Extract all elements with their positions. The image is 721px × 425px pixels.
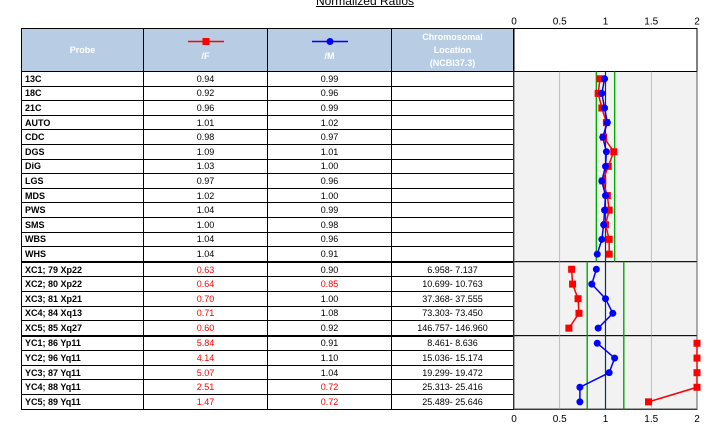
m-data-point bbox=[601, 75, 609, 83]
table-row: 13C 0.94 0.99 bbox=[21, 71, 514, 87]
x-tick-label-top: 2 bbox=[694, 17, 700, 28]
m-data-point bbox=[611, 354, 619, 362]
f-data-point bbox=[596, 75, 604, 83]
f-data-point bbox=[693, 383, 701, 391]
table-row: WBS 1.04 0.96 bbox=[21, 231, 514, 248]
location-cell: 8.461- 8.636 bbox=[391, 334, 514, 352]
f-data-point bbox=[574, 295, 582, 303]
m-data-point bbox=[602, 148, 610, 156]
f-data-point bbox=[565, 324, 573, 332]
m-data-point bbox=[576, 383, 584, 391]
table-body: 13C 0.94 0.99 18C 0.92 0.96 21C 0.96 0.99 AUTO 1.0… bbox=[21, 71, 514, 410]
table-row: XC5; 85 Xq27 0.60 0.92 146.757- 146.960 bbox=[21, 320, 514, 337]
f-ratio-cell: 0.63 bbox=[143, 260, 268, 278]
x-tick-label-bottom: 1.5 bbox=[644, 414, 658, 425]
probe-column-header: Probe bbox=[21, 28, 144, 72]
table-row: PWS 1.04 0.99 bbox=[21, 202, 514, 218]
x-tick-label-bottom: 2 bbox=[694, 414, 700, 425]
f-data-point bbox=[645, 398, 653, 406]
table-row: LGS 0.97 0.96 bbox=[21, 173, 514, 189]
m-data-point bbox=[609, 309, 617, 317]
f-series-legend-icon bbox=[187, 38, 224, 45]
location-cell: 146.757- 146.960 bbox=[391, 320, 514, 337]
x-tick-label-top: 0 bbox=[511, 17, 517, 28]
location-header-line2: Location bbox=[433, 44, 472, 55]
m-data-point bbox=[603, 119, 611, 127]
m-data-point bbox=[598, 235, 606, 243]
table-row: YC3; 87 Yq11 5.07 1.04 19.299- 19.472 bbox=[21, 364, 514, 381]
m-data-point bbox=[602, 295, 609, 303]
m-header-label: /M bbox=[324, 51, 335, 61]
table-header-row: Probe /F /M Chromosomal Location (NCBI37… bbox=[21, 28, 514, 72]
location-cell: 6.958- 7.137 bbox=[391, 260, 514, 278]
f-data-point bbox=[575, 309, 583, 317]
m-ratio-cell: 0.90 bbox=[267, 260, 392, 278]
x-tick-label-bottom: 0.5 bbox=[553, 414, 567, 425]
m-data-point bbox=[602, 192, 609, 200]
table-row: SMS 1.00 0.98 bbox=[21, 216, 514, 233]
table-row: XC2; 80 Xp22 0.64 0.85 10.699- 10.763 bbox=[21, 276, 514, 292]
m-data-point bbox=[593, 250, 601, 258]
x-tick-label-top: 0.5 bbox=[553, 17, 567, 28]
m-data-point bbox=[593, 339, 601, 347]
m-data-point bbox=[598, 177, 606, 185]
f-data-point bbox=[605, 250, 613, 258]
f-data-point bbox=[693, 339, 701, 347]
location-header-line1: Chromosomal bbox=[422, 31, 483, 42]
table-row: 21C 0.96 0.99 bbox=[21, 100, 514, 116]
f-header-label: /F bbox=[201, 51, 210, 61]
f-data-point bbox=[569, 280, 577, 288]
x-tick-label-top: 1 bbox=[603, 17, 609, 28]
table-row: DGS 1.09 1.01 bbox=[21, 143, 514, 160]
x-tick-label-top: 1.5 bbox=[644, 17, 658, 28]
m-data-point bbox=[605, 369, 613, 377]
f-column-header: /F bbox=[143, 28, 268, 72]
table-row: YC5; 89 Yq11 1.47 0.72 25.489- 25.646 bbox=[21, 394, 514, 410]
ratio-table: Probe /F /M Chromosomal Location (NCBI37… bbox=[21, 28, 514, 410]
table-row: AUTO 1.01 1.02 bbox=[21, 114, 514, 131]
m-data-point bbox=[598, 89, 606, 97]
table-row: XC1; 79 Xp22 0.63 0.90 6.958- 7.137 bbox=[21, 260, 514, 278]
m-data-point bbox=[601, 104, 609, 112]
f-data-point bbox=[693, 369, 701, 377]
x-tick-label-bottom: 1 bbox=[603, 414, 609, 425]
f-data-point bbox=[594, 89, 602, 97]
m-data-point bbox=[588, 280, 596, 288]
x-tick-label-bottom: 0 bbox=[511, 414, 517, 425]
table-row: YC1; 86 Yp11 5.84 0.91 8.461- 8.636 bbox=[21, 334, 514, 352]
f-data-point bbox=[568, 265, 576, 273]
m-data-point bbox=[594, 324, 602, 332]
probe-header-label: Probe bbox=[69, 44, 96, 55]
m-data-point bbox=[599, 133, 607, 141]
location-cell: 25.489- 25.646 bbox=[391, 394, 514, 410]
m-data-point bbox=[600, 221, 608, 229]
m-data-point bbox=[601, 206, 609, 214]
probe-cell: YC1; 86 Yp11 bbox=[21, 334, 144, 352]
table-row: DiG 1.03 1.00 bbox=[21, 158, 514, 175]
table-row: XC4; 84 Xq13 0.71 1.08 73.303- 73.450 bbox=[21, 305, 514, 322]
m-column-header: /M bbox=[267, 28, 392, 72]
m-series-legend-icon bbox=[311, 38, 348, 45]
m-data-point bbox=[602, 162, 609, 170]
chart-title: Normalized Ratios bbox=[315, 0, 415, 8]
probe-cell: YC5; 89 Yq11 bbox=[21, 394, 144, 410]
f-data-point bbox=[605, 235, 613, 243]
location-header-line3: (NCBI37.3) bbox=[429, 57, 476, 68]
m-data-point bbox=[576, 398, 584, 406]
m-data-point bbox=[592, 265, 600, 273]
f-data-point bbox=[610, 148, 618, 156]
f-ratio-cell: 5.84 bbox=[143, 334, 268, 352]
f-data-point bbox=[605, 206, 613, 214]
location-column-header: Chromosomal Location (NCBI37.3) bbox=[391, 28, 514, 72]
f-data-point bbox=[693, 354, 701, 362]
